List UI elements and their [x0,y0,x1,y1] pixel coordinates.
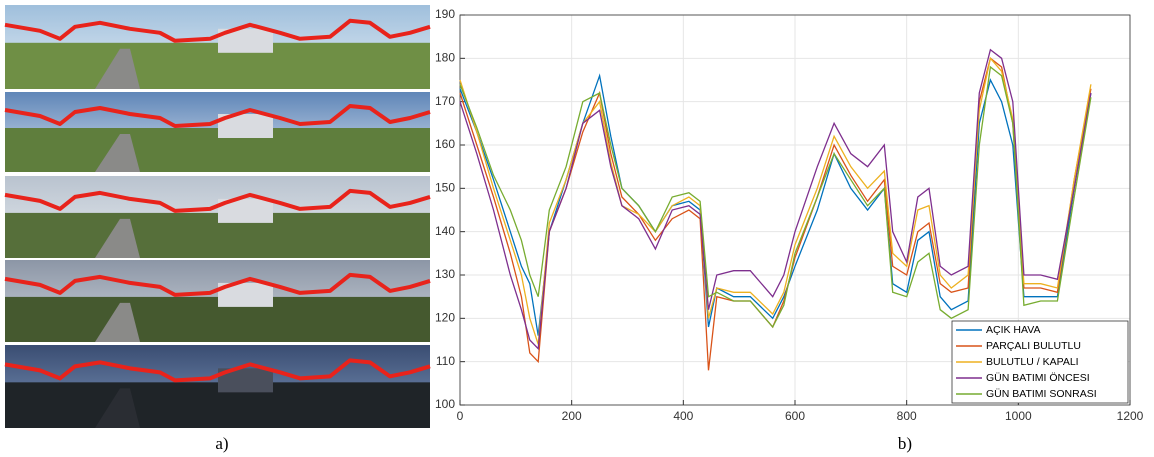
skyline-outline [4,104,431,128]
legend-label: BULUTLU / KAPALI [986,356,1079,368]
y-tick-label: 170 [435,94,455,108]
series-line [459,48,1092,351]
x-tick-label: 1000 [1005,409,1032,423]
axes-box [459,14,1131,406]
y-tick-label: 100 [435,397,455,411]
y-tick-label: 150 [435,181,455,195]
x-tick-label: 400 [673,409,693,423]
road [95,48,140,89]
panel-label: a) [215,434,228,453]
panorama-ground [5,382,430,428]
x-tick-label: 800 [897,409,917,423]
y-tick-label: 190 [435,7,455,21]
road [95,134,140,172]
x-tick-label: 1200 [1117,409,1144,423]
legend-label: GÜN BATIMI ÖNCESI [986,372,1090,384]
road [95,218,140,258]
y-tick-label: 160 [435,137,455,151]
y-tick-label: 110 [436,354,455,368]
series-line [459,65,1092,329]
y-tick-label: 180 [435,51,455,65]
panorama-ground [5,42,430,89]
skyline-outline [4,272,431,297]
skyline-outline [4,18,431,43]
x-tick-label: 600 [785,409,805,423]
line-chart: 100 110 120 130 140 150 160 170 180 190 0 200 400 600… [435,7,1144,423]
series-line [459,56,1092,345]
x-tick-label: 0 [457,409,464,423]
x-tick-label: 200 [562,409,582,423]
road [95,302,140,342]
y-tick-label: 140 [435,224,455,238]
skyline-outline [4,358,431,383]
legend-label: PARÇALI BULUTLU [986,340,1081,352]
panorama-ground [5,212,430,258]
legend-label: AÇIK HAVA [986,324,1040,336]
y-tick-label: 120 [435,311,455,325]
y-tick-label: 130 [435,267,455,281]
legend-label: GÜN BATIMI SONRASI [986,388,1097,400]
skyline-outline [4,188,431,213]
panel-label: b) [898,434,912,453]
panorama-images [4,5,431,428]
road [95,388,140,428]
panorama-ground [5,296,430,342]
panorama-ground [5,128,430,172]
